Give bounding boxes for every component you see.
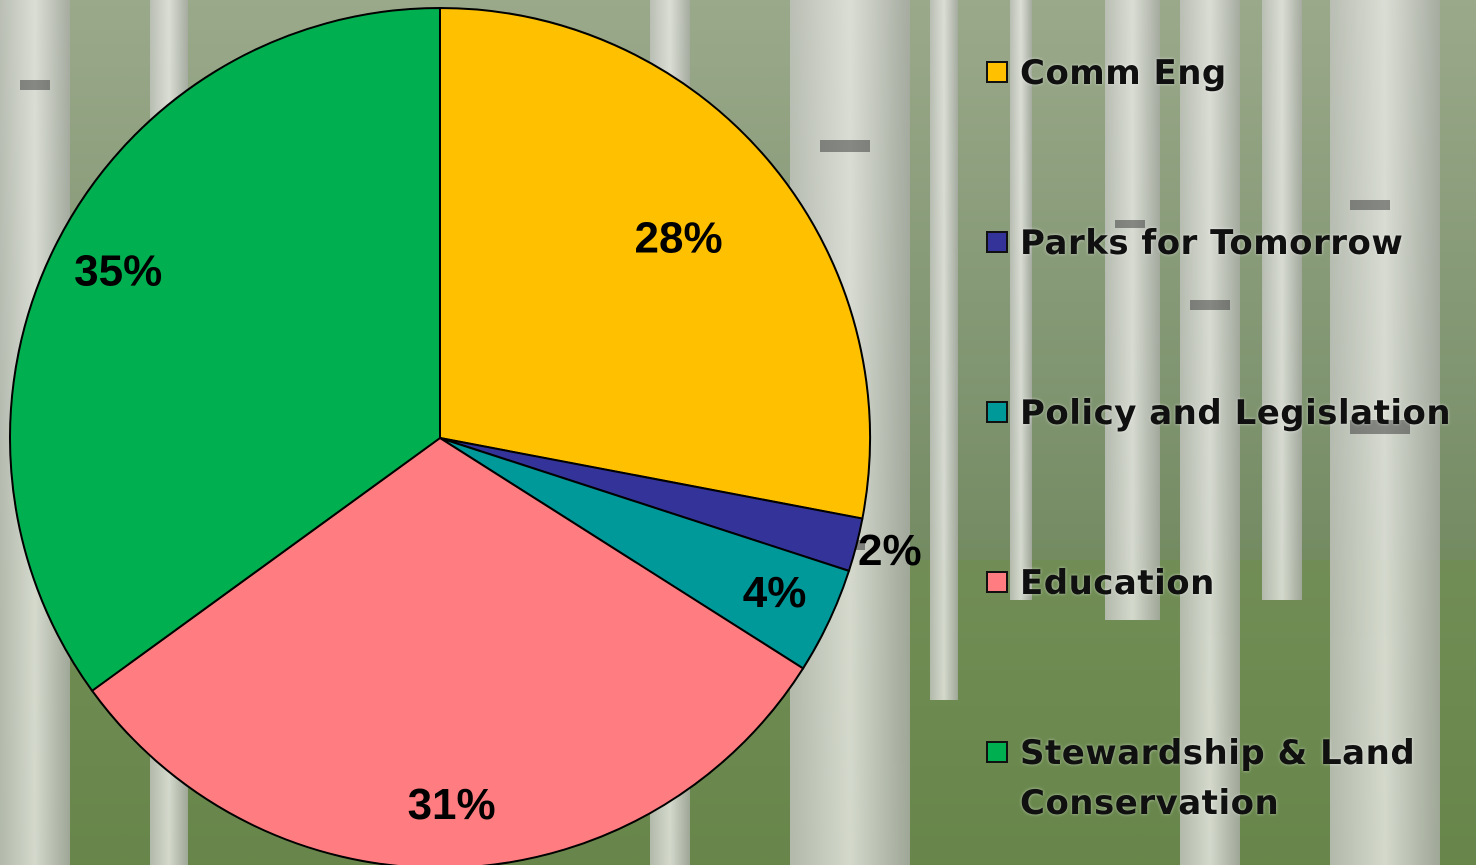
pie-slice-comm-eng [439, 6, 871, 520]
legend-item-stewardship-land-conservation: Stewardship & Land Conservation [986, 728, 1420, 828]
pie-slice-education [90, 436, 805, 865]
legend-label-education: Education [1020, 563, 1215, 603]
data-label-stewardship-land-conservation: 35% [74, 247, 162, 296]
legend-swatch-policy-and-legislation [986, 401, 1008, 423]
legend-item-education: Education [986, 558, 1460, 608]
legend-swatch-stewardship-land-conservation [986, 741, 1008, 763]
data-label-policy-and-legislation: 4% [743, 568, 807, 617]
legend-label-comm-eng: Comm Eng [1020, 53, 1227, 93]
legend-swatch-parks-for-tomorrow [986, 231, 1008, 253]
legend-item-policy-and-legislation: Policy and Legislation [986, 388, 1460, 438]
legend-swatch-comm-eng [986, 61, 1008, 83]
legend-swatch-education [986, 571, 1008, 593]
legend-label-parks-for-tomorrow: Parks for Tomorrow [1020, 223, 1404, 263]
legend-label-stewardship-land-conservation: Stewardship & Land Conservation [1020, 733, 1416, 823]
pie-slice-stewardship-land-conservation [9, 6, 441, 693]
legend-label-policy-and-legislation: Policy and Legislation [1020, 393, 1452, 433]
data-label-comm-eng: 28% [635, 213, 723, 262]
data-label-education: 31% [408, 780, 496, 829]
legend-item-comm-eng: Comm Eng [986, 48, 1460, 98]
legend-item-parks-for-tomorrow: Parks for Tomorrow [986, 218, 1460, 268]
data-label-parks-for-tomorrow: 2% [858, 526, 922, 575]
